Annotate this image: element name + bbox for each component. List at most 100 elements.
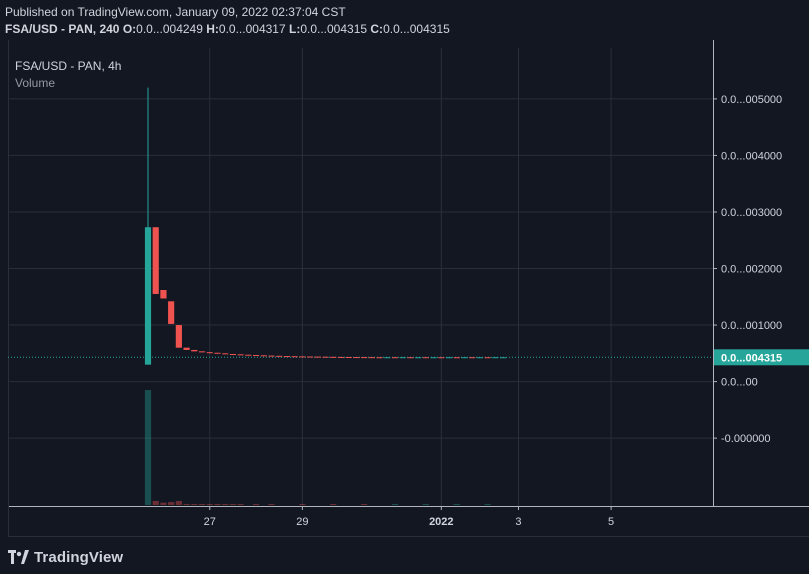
volume-bar — [168, 502, 175, 505]
time-axis-label: 27 — [204, 516, 216, 528]
volume-bar — [222, 504, 229, 505]
volume-bar — [237, 504, 244, 505]
high-label: H: — [206, 22, 219, 36]
chart-background — [0, 40, 809, 540]
volume-bar — [391, 504, 399, 505]
candle-body — [484, 357, 491, 359]
candle-body — [314, 356, 321, 358]
volume-bar — [422, 504, 429, 505]
candle-body — [430, 357, 437, 359]
candle-body — [168, 301, 175, 324]
candle-body — [492, 357, 499, 359]
footer: TradingView — [0, 540, 809, 574]
volume-bar — [268, 504, 275, 505]
candle-body — [307, 356, 314, 358]
ohlc-line: FSA/USD - PAN, 240 O:0.0...004249 H:0.0.… — [5, 22, 450, 36]
volume-bar — [453, 504, 460, 505]
tradingview-logo-icon — [8, 550, 29, 564]
volume-bar — [484, 504, 491, 505]
candle-body — [322, 356, 329, 358]
time-axis-label: 3 — [515, 516, 521, 528]
volume-bar — [191, 504, 198, 505]
candle-body — [229, 354, 236, 356]
symbol-interval: FSA/USD - PAN, 240 — [5, 22, 120, 36]
candle-body — [245, 354, 252, 356]
legend-volume: Volume — [15, 76, 56, 90]
candle-body — [499, 357, 507, 359]
candle-body — [214, 352, 221, 354]
price-axis-label: 0.0...00 — [721, 377, 758, 389]
candle-body — [191, 349, 198, 352]
price-axis-label: 0.0...003000 — [721, 207, 782, 219]
candle-body — [175, 325, 182, 348]
candlestick-chart[interactable]: 0.0...005000 0.0...004000 0.0...003000 0.0.… — [0, 40, 809, 540]
candle-body — [160, 290, 167, 299]
candle-body — [283, 356, 291, 358]
candle-body — [415, 357, 422, 359]
chart-area[interactable]: 0.0...005000 0.0...004000 0.0...003000 0.0.… — [0, 40, 809, 540]
current-price-badge — [714, 349, 809, 366]
candle-body — [376, 357, 383, 359]
candle-body — [299, 356, 306, 358]
candle-body — [222, 353, 229, 355]
candle-body — [422, 357, 429, 359]
time-axis-label: 29 — [296, 516, 308, 528]
volume-bar — [229, 504, 236, 505]
volume-bar — [252, 504, 260, 505]
volume-bar — [160, 502, 167, 505]
volume-bar — [206, 504, 213, 505]
candle-body — [391, 357, 399, 359]
volume-bar — [183, 504, 190, 505]
close-label: C: — [370, 22, 384, 36]
volume-bar — [152, 500, 159, 505]
candle-body — [384, 357, 391, 359]
volume-bar — [330, 504, 337, 505]
candle-body — [330, 356, 337, 358]
volume-bar — [175, 500, 182, 505]
volume-bar — [214, 504, 221, 505]
candle-body — [337, 356, 345, 358]
candle-body — [268, 355, 275, 357]
high-value: 0.0...004317 — [218, 22, 286, 36]
candle-body — [252, 355, 260, 357]
candle-body — [461, 357, 468, 359]
candle-body — [438, 357, 445, 359]
price-axis-label: -0.000000 — [721, 433, 771, 445]
tradingview-brand: TradingView — [34, 548, 124, 566]
published-line: Published on TradingView.com, January 09… — [5, 5, 346, 19]
candle-body — [445, 357, 453, 359]
price-axis-label: 0.0...005000 — [721, 94, 782, 106]
candle-body — [276, 355, 283, 357]
candle-body — [345, 357, 352, 359]
close-value: 0.0...004315 — [383, 22, 450, 36]
candle-body — [237, 354, 244, 356]
candle-body — [453, 357, 460, 359]
time-axis-label: 2022 — [429, 516, 453, 528]
candle-body — [399, 357, 406, 359]
candle-body — [291, 356, 298, 358]
candle-body — [152, 227, 159, 294]
tradingview-logo[interactable]: TradingView — [8, 547, 123, 567]
candle-body — [407, 357, 414, 359]
open-label: O: — [122, 22, 137, 36]
volume-bar — [198, 504, 206, 505]
legend-symbol: FSA/USD - PAN, 4h — [15, 59, 122, 73]
volume-bar — [361, 504, 368, 505]
candle-body — [476, 357, 483, 359]
candle-body — [198, 351, 206, 353]
price-axis-label: 0.0...002000 — [721, 264, 782, 276]
current-price-label: 0.0...004315 — [721, 352, 782, 364]
price-axis-label: 0.0...004000 — [721, 150, 782, 162]
time-axis-label: 5 — [608, 516, 614, 528]
low-label: L: — [288, 22, 301, 36]
chart-header: Published on TradingView.com, January 09… — [0, 0, 809, 40]
candle-body — [353, 357, 360, 359]
volume-bar — [144, 390, 152, 505]
chart-legend: FSA/USD - PAN, 4h Volume — [15, 58, 121, 92]
candle-body — [361, 357, 368, 359]
open-value: 0.0...004249 — [136, 22, 203, 36]
price-axis-label: 0.0...001000 — [721, 320, 782, 332]
candle-body — [469, 357, 476, 359]
volume-bar — [299, 504, 306, 505]
candle-body — [368, 357, 375, 359]
